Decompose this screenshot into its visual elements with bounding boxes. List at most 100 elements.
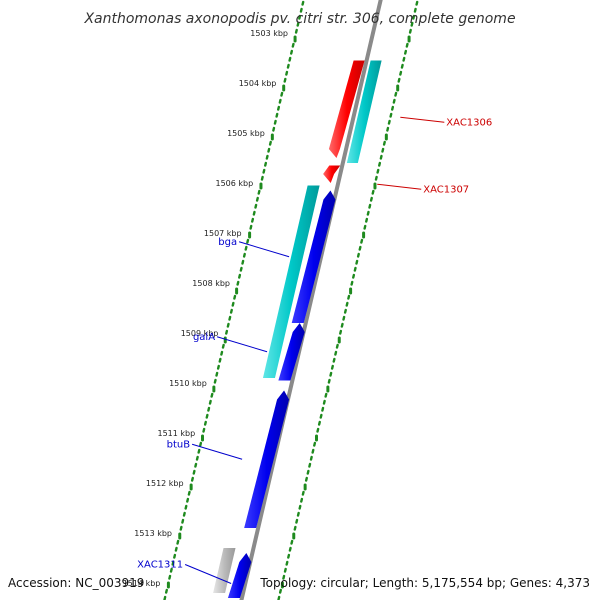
outer-ruler-tick-mark bbox=[366, 210, 370, 216]
outer-ruler-tick-mark bbox=[288, 546, 292, 552]
outer-ruler-tick-mark bbox=[379, 154, 383, 160]
outer-ruler-tick-mark bbox=[313, 441, 317, 447]
inner-ruler-tick-mark bbox=[210, 392, 214, 398]
outer-ruler-tick-mark bbox=[340, 322, 344, 328]
outer-ruler-tick-mark bbox=[345, 301, 349, 307]
outer-ruler-tick-mark bbox=[342, 315, 346, 321]
outer-ruler-tick-mark bbox=[381, 147, 385, 153]
outer-ruler-tick-mark bbox=[329, 371, 333, 377]
outer-ruler-tick-mark bbox=[399, 70, 403, 76]
outer-ruler-tick-mark bbox=[327, 378, 331, 384]
outer-ruler-tick-mark bbox=[392, 98, 396, 104]
inner-ruler-tick-mark bbox=[288, 56, 292, 62]
ruler-tick-label: 1505 kbp bbox=[227, 129, 265, 138]
inner-ruler-tick-mark bbox=[296, 21, 300, 27]
inner-ruler-tick-mark bbox=[202, 427, 206, 433]
outer-ruler-tick-mark bbox=[324, 392, 328, 398]
inner-ruler-tick-mark bbox=[195, 455, 199, 461]
outer-ruler-tick-mark bbox=[285, 560, 289, 566]
gene-label-leader bbox=[191, 443, 243, 460]
inner-ruler-tick-mark bbox=[242, 252, 246, 258]
outer-ruler-tick-mark bbox=[389, 112, 393, 118]
outer-ruler-tick-mark bbox=[355, 259, 359, 265]
inner-ruler-tick-mark bbox=[280, 91, 284, 97]
outer-ruler-tick-mark bbox=[363, 224, 367, 230]
ruler-tick-label: 1509 kbp bbox=[181, 329, 219, 338]
inner-ruler-tick-mark bbox=[262, 168, 266, 174]
gene-XAC1306-cds[interactable] bbox=[346, 60, 382, 164]
outer-ruler-tick-mark bbox=[369, 196, 373, 202]
outer-ruler-tick-mark bbox=[287, 553, 291, 559]
inner-ruler-tick-mark bbox=[192, 469, 196, 475]
gene-labels: XAC1306 XAC1307 bga galA btuB XAC1311 bbox=[137, 116, 492, 584]
gene-label-XAC1311[interactable]: XAC1311 bbox=[137, 560, 183, 571]
inner-ruler-tick-mark bbox=[239, 266, 243, 272]
gene-label-XAC1306[interactable]: XAC1306 bbox=[446, 117, 492, 128]
outer-ruler-tick-mark bbox=[278, 588, 282, 594]
inner-ruler-tick-mark bbox=[275, 112, 279, 118]
ruler-tick-label: 1503 kbp bbox=[250, 29, 288, 38]
gene-XAC1311[interactable] bbox=[227, 553, 252, 598]
inner-ruler-tick-mark bbox=[298, 14, 302, 20]
inner-ruler-tick-mark bbox=[264, 161, 268, 167]
inner-ruler-tick-mark bbox=[229, 308, 233, 314]
gene-label-btuB[interactable]: btuB bbox=[167, 439, 191, 450]
outer-ruler-tick-mark bbox=[413, 7, 417, 13]
inner-ruler-tick-mark bbox=[255, 196, 259, 202]
outer-ruler-tick-mark bbox=[301, 490, 305, 496]
inner-ruler-tick-mark bbox=[301, 0, 305, 6]
inner-ruler-tick-mark bbox=[228, 315, 232, 321]
gene-label-XAC1307[interactable]: XAC1307 bbox=[423, 184, 469, 195]
inner-ruler-tick-mark bbox=[238, 273, 242, 279]
gene-galA[interactable] bbox=[278, 323, 305, 381]
outer-ruler-tick-mark bbox=[368, 203, 372, 209]
gene-XAC1311-pseudo[interactable] bbox=[213, 548, 236, 593]
outer-ruler-tick-mark bbox=[404, 49, 408, 55]
inner-ruler-tick-mark bbox=[220, 350, 224, 356]
outer-ruler-tick-mark bbox=[350, 280, 354, 286]
inner-ruler-tick-mark bbox=[241, 259, 245, 265]
outer-ruler-tick-mark bbox=[316, 427, 320, 433]
gene-label-leader bbox=[377, 183, 422, 190]
outer-ruler-tick-mark bbox=[412, 14, 416, 20]
outer-ruler-tick-mark bbox=[304, 476, 308, 482]
outer-ruler-tick-mark bbox=[371, 189, 375, 195]
inner-ruler-tick-mark bbox=[278, 98, 282, 104]
inner-ruler-tick-mark bbox=[215, 371, 219, 377]
gene-XAC1306[interactable] bbox=[328, 60, 365, 159]
inner-ruler-tick-mark bbox=[203, 420, 207, 426]
ruler-tick-label: 1510 kbp bbox=[169, 379, 207, 388]
inner-ruler-tick-mark bbox=[199, 441, 203, 447]
outer-ruler-tick-mark bbox=[408, 28, 412, 34]
inner-ruler-tick-mark bbox=[244, 245, 248, 251]
outer-ruler-tick-mark bbox=[319, 413, 323, 419]
gene-label-galA[interactable]: galA bbox=[193, 332, 215, 343]
outer-ruler-tick-mark bbox=[353, 266, 357, 272]
genome-backbone bbox=[239, 0, 383, 600]
ruler-tick-label: 1513 kbp bbox=[134, 529, 172, 538]
inner-ruler-tick-mark bbox=[213, 378, 217, 384]
outer-ruler-tick-mark bbox=[352, 273, 356, 279]
gene-bga-cds[interactable] bbox=[262, 185, 320, 379]
gene-XAC1307[interactable] bbox=[323, 165, 341, 184]
inner-ruler-tick-mark bbox=[265, 154, 269, 160]
outer-ruler-tick-mark bbox=[356, 252, 360, 258]
gene-bga[interactable] bbox=[291, 190, 336, 324]
inner-ruler-tick-mark bbox=[221, 343, 225, 349]
gene-label-bga[interactable]: bga bbox=[218, 237, 237, 248]
inner-ruler-tick-mark bbox=[182, 511, 186, 517]
ruler-tick-label: 1508 kbp bbox=[192, 279, 230, 288]
inner-ruler-tick-mark bbox=[225, 329, 229, 335]
outer-ruler-tick-mark bbox=[295, 518, 299, 524]
outer-ruler-tick-mark bbox=[382, 140, 386, 146]
inner-ruler-tick-mark bbox=[231, 301, 235, 307]
gene-label-leader bbox=[184, 564, 232, 584]
inner-ruler-tick-mark bbox=[171, 560, 175, 566]
gene-btuB[interactable] bbox=[244, 390, 290, 529]
inner-ruler-tick-mark bbox=[257, 189, 261, 195]
outer-ruler-tick-mark bbox=[311, 448, 315, 454]
inner-ruler-tick-mark bbox=[251, 217, 255, 223]
gene-label-leader bbox=[238, 241, 290, 258]
outer-ruler-tick-mark bbox=[394, 91, 398, 97]
